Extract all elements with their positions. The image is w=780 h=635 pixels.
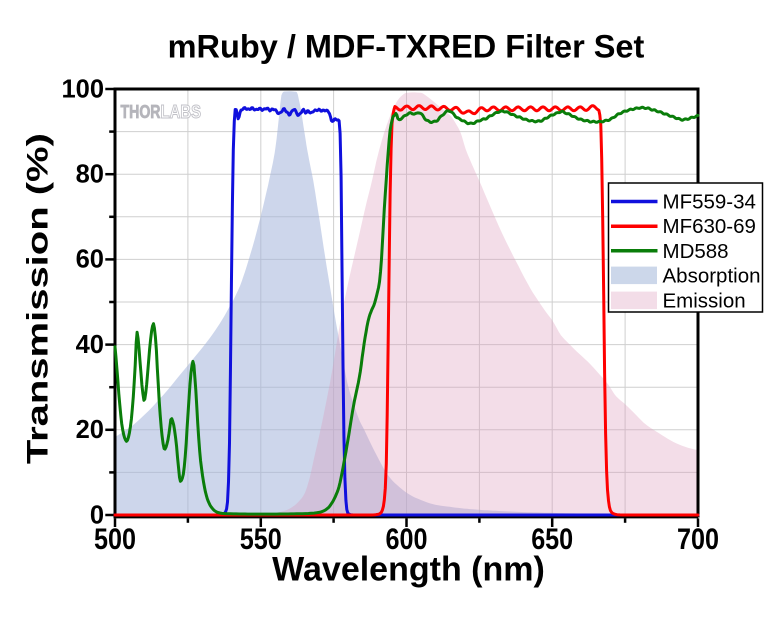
svg-text:600: 600 xyxy=(386,523,428,556)
svg-text:700: 700 xyxy=(677,523,719,556)
svg-text:Emission: Emission xyxy=(663,289,746,312)
svg-text:Transmission (%): Transmission (%) xyxy=(21,133,54,464)
svg-text:MF559-34: MF559-34 xyxy=(663,191,756,214)
svg-text:40: 40 xyxy=(76,331,104,359)
svg-text:100: 100 xyxy=(61,75,104,103)
svg-text:Absorption: Absorption xyxy=(663,264,761,287)
svg-text:Wavelength (nm): Wavelength (nm) xyxy=(272,551,545,589)
svg-text:MD588: MD588 xyxy=(663,240,729,263)
svg-text:mRuby / MDF-TXRED Filter Set: mRuby / MDF-TXRED Filter Set xyxy=(168,29,645,65)
svg-text:THOR: THOR xyxy=(121,102,161,122)
svg-text:20: 20 xyxy=(76,416,104,444)
svg-text:80: 80 xyxy=(76,161,104,189)
svg-text:500: 500 xyxy=(94,523,136,556)
svg-text:0: 0 xyxy=(90,501,104,529)
svg-text:MF630-69: MF630-69 xyxy=(663,215,756,238)
svg-text:LABS: LABS xyxy=(161,102,202,122)
svg-text:60: 60 xyxy=(76,246,104,274)
svg-text:550: 550 xyxy=(240,523,282,556)
svg-text:650: 650 xyxy=(531,523,573,556)
